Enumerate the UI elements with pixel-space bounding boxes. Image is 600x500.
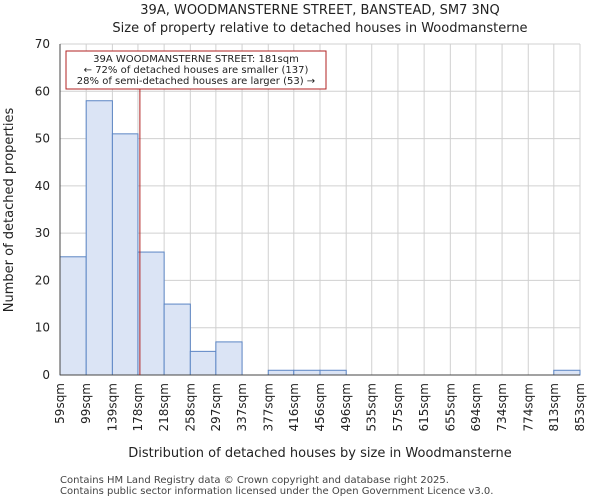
x-tick-label-1: 99sqm [79, 383, 93, 424]
x-tick-label-12: 535sqm [365, 383, 379, 431]
footer-line-1: Contains HM Land Registry data © Crown c… [60, 475, 449, 486]
y-axis-title: Number of detached properties [2, 108, 17, 313]
y-tick-label-3: 30 [35, 226, 50, 240]
bar-10 [319, 369, 347, 376]
x-tick-label-8: 377sqm [261, 383, 275, 431]
y-tick-label-4: 40 [35, 179, 50, 193]
x-tick-label-5: 258sqm [183, 383, 197, 431]
bar-5 [189, 350, 217, 376]
x-tick-label-7: 337sqm [235, 383, 249, 431]
bar-3 [137, 251, 165, 376]
footer-line-2: Contains public sector information licen… [60, 486, 493, 497]
x-tick-label-11: 496sqm [339, 383, 353, 431]
y-tick-label-6: 60 [35, 84, 50, 98]
bar-4 [163, 303, 191, 376]
y-tick-label-5: 50 [35, 132, 50, 146]
annotation-box: 39A WOODMANSTERNE STREET: 181sqm ← 72% o… [65, 50, 327, 90]
bar-19 [553, 369, 581, 376]
x-tick-label-4: 218sqm [157, 383, 171, 431]
x-tick-label-20: 853sqm [573, 383, 587, 431]
x-tick-label-13: 575sqm [391, 383, 405, 431]
y-tick-label-1: 10 [35, 321, 50, 335]
x-axis-title: Distribution of detached houses by size … [128, 446, 512, 461]
chart-subtitle: Size of property relative to detached ho… [112, 21, 527, 36]
bar-2 [111, 133, 139, 376]
bar-9 [293, 369, 321, 376]
annotation-border [65, 50, 327, 90]
x-tick-label-14: 615sqm [417, 383, 431, 431]
bar-0 [59, 256, 87, 376]
x-tick-label-18: 774sqm [521, 383, 535, 431]
x-tick-label-17: 734sqm [495, 383, 509, 431]
axes-group [59, 44, 580, 376]
x-tick-label-10: 456sqm [313, 383, 327, 431]
bar-6 [215, 341, 243, 376]
y-tick-label-0: 0 [42, 368, 50, 382]
x-tick-label-15: 655sqm [443, 383, 457, 431]
annotation-line-1: 39A WOODMANSTERNE STREET: 181sqm [93, 54, 299, 65]
x-tick-label-19: 813sqm [547, 383, 561, 431]
y-tick-label-7: 70 [35, 37, 50, 51]
annotation-line-3: 28% of semi-detached houses are larger (… [77, 76, 315, 87]
bars-group [59, 100, 581, 376]
x-tick-label-16: 694sqm [469, 383, 483, 431]
x-tick-label-6: 297sqm [209, 383, 223, 431]
annotation-line-2: ← 72% of detached houses are smaller (13… [84, 65, 309, 76]
x-tick-label-0: 59sqm [53, 383, 67, 424]
bar-1 [85, 100, 113, 376]
y-tick-labels: 0 10 20 30 40 50 60 70 [35, 37, 50, 382]
x-tick-labels: 59sqm 99sqm 139sqm 178sqm 218sqm 258sqm 297sqm… [53, 383, 587, 431]
y-tick-label-2: 20 [35, 273, 50, 287]
bar-8 [267, 369, 295, 376]
x-tick-label-2: 139sqm [105, 383, 119, 431]
x-tick-label-9: 416sqm [287, 383, 301, 431]
x-tick-label-3: 178sqm [131, 383, 145, 431]
chart-title: 39A, WOODMANSTERNE STREET, BANSTEAD, SM7… [140, 3, 499, 18]
